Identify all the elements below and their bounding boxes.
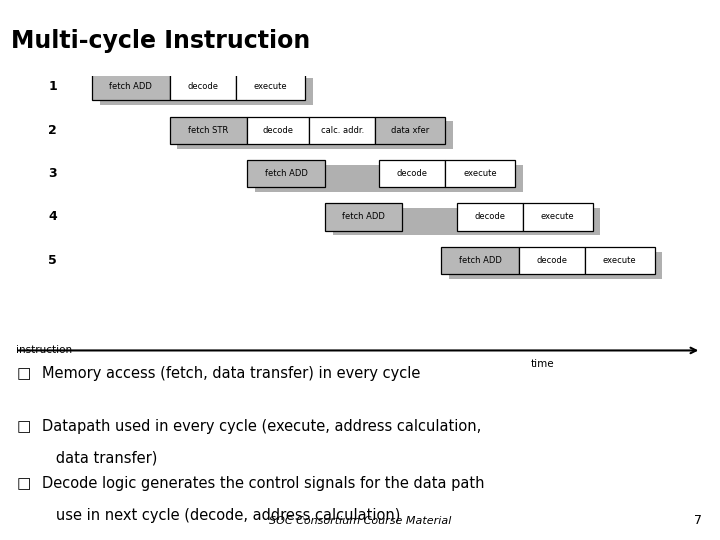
Text: fetch ADD: fetch ADD (342, 212, 385, 221)
Bar (177, 122, 453, 148)
Text: decode: decode (536, 256, 567, 265)
Text: □: □ (17, 366, 31, 381)
Bar (523, 204, 593, 231)
Text: use in next cycle (decode, address calculation): use in next cycle (decode, address calcu… (42, 508, 401, 523)
Text: 5: 5 (48, 254, 57, 267)
Text: 4: 4 (48, 211, 57, 224)
Bar (247, 117, 310, 144)
Text: calc. addr.: calc. addr. (320, 126, 364, 134)
Bar (375, 117, 445, 144)
Text: 7: 7 (694, 514, 702, 527)
Bar (585, 247, 654, 274)
Text: decode: decode (187, 82, 218, 91)
Text: □: □ (17, 419, 31, 434)
Bar (379, 160, 445, 187)
Text: □: □ (17, 476, 31, 491)
Bar (449, 252, 662, 279)
Text: 3: 3 (48, 167, 57, 180)
Text: 2: 2 (48, 124, 57, 137)
Text: fetch ADD: fetch ADD (264, 169, 307, 178)
Bar (333, 208, 600, 235)
Text: execute: execute (603, 256, 636, 265)
Text: SOC Consortium Course Material: SOC Consortium Course Material (269, 516, 451, 526)
Text: Decode logic generates the control signals for the data path: Decode logic generates the control signa… (42, 476, 485, 491)
Text: fetch STR: fetch STR (188, 126, 228, 134)
Text: Datapath used in every cycle (execute, address calculation,: Datapath used in every cycle (execute, a… (42, 419, 482, 434)
Text: instruction: instruction (16, 346, 72, 355)
Text: decode: decode (474, 212, 505, 221)
Bar (100, 78, 313, 105)
Text: fetch ADD: fetch ADD (459, 256, 501, 265)
Text: execute: execute (463, 169, 497, 178)
Bar (255, 165, 523, 192)
Bar (170, 73, 235, 100)
Text: time: time (530, 359, 554, 369)
Text: decode: decode (263, 126, 294, 134)
Bar (519, 247, 585, 274)
Text: execute: execute (253, 82, 287, 91)
Text: 1: 1 (48, 80, 57, 93)
Bar (92, 73, 170, 100)
Bar (441, 247, 519, 274)
Text: fetch ADD: fetch ADD (109, 82, 152, 91)
Bar (247, 160, 325, 187)
Bar (325, 204, 402, 231)
Bar (235, 73, 305, 100)
Text: Memory access (fetch, data transfer) in every cycle: Memory access (fetch, data transfer) in … (42, 366, 420, 381)
Text: decode: decode (397, 169, 428, 178)
Bar (445, 160, 515, 187)
Text: Multi-cycle Instruction: Multi-cycle Instruction (11, 29, 310, 53)
Bar (170, 117, 247, 144)
Text: data xfer: data xfer (391, 126, 429, 134)
Bar (456, 204, 523, 231)
Bar (310, 117, 375, 144)
Text: execute: execute (541, 212, 575, 221)
Text: data transfer): data transfer) (42, 450, 158, 465)
